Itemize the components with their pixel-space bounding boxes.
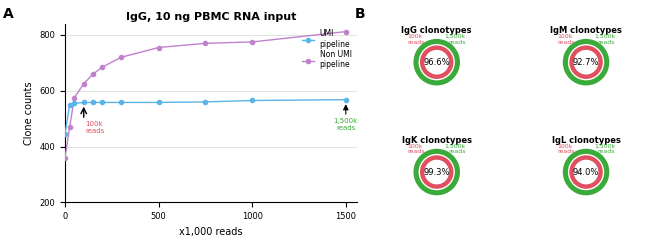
Text: IgK clonotypes: IgK clonotypes [402,136,472,145]
Circle shape [575,50,598,74]
Wedge shape [413,149,460,195]
Text: 1,500k
reads: 1,500k reads [445,34,466,45]
Circle shape [425,50,448,74]
Legend: UMI
pipeline, Non UMI
pipeline: UMI pipeline, Non UMI pipeline [300,28,353,71]
Text: IgG clonotypes: IgG clonotypes [402,26,472,35]
Circle shape [575,160,598,184]
Text: 100k
reads: 100k reads [557,34,575,45]
Text: 94.0%: 94.0% [573,168,599,177]
X-axis label: x1,000 reads: x1,000 reads [179,227,242,237]
Text: 1,500k
reads: 1,500k reads [594,144,615,154]
Text: A: A [3,7,14,21]
Text: 1,500k
reads: 1,500k reads [445,144,466,154]
Text: 100k
reads: 100k reads [408,144,425,154]
Text: 99.3%: 99.3% [423,168,450,177]
Text: 1,500k
reads: 1,500k reads [594,34,615,45]
Title: IgG, 10 ng PBMC RNA input: IgG, 10 ng PBMC RNA input [126,12,296,22]
Text: 1,500k
reads: 1,500k reads [333,118,358,131]
Text: IgM clonotypes: IgM clonotypes [550,26,622,35]
Wedge shape [563,39,609,85]
Text: IgL clonotypes: IgL clonotypes [552,136,621,145]
Wedge shape [420,45,454,79]
Text: 100k
reads: 100k reads [408,34,425,45]
Wedge shape [569,45,603,79]
Circle shape [425,160,448,184]
Text: 100k
reads: 100k reads [85,121,105,134]
Text: 96.6%: 96.6% [423,58,450,67]
Wedge shape [569,155,603,189]
Text: 100k
reads: 100k reads [557,144,575,154]
Text: B: B [354,7,365,21]
Wedge shape [413,39,460,85]
Text: 92.7%: 92.7% [573,58,599,67]
Y-axis label: Clone counts: Clone counts [24,81,34,145]
Wedge shape [563,149,609,195]
Wedge shape [420,155,454,189]
